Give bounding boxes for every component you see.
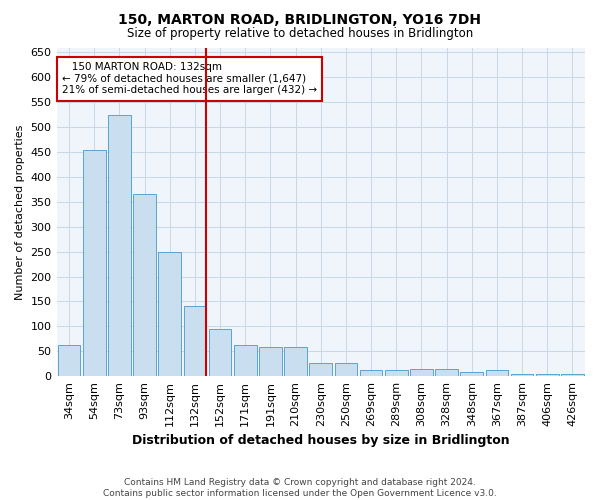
Text: Size of property relative to detached houses in Bridlington: Size of property relative to detached ho…: [127, 28, 473, 40]
Bar: [335, 362, 357, 376]
X-axis label: Distribution of detached houses by size in Bridlington: Distribution of detached houses by size …: [132, 434, 509, 448]
Bar: [133, 194, 156, 376]
Bar: [209, 329, 232, 376]
Bar: [158, 252, 181, 376]
Bar: [310, 362, 332, 376]
Bar: [108, 114, 131, 376]
Bar: [460, 372, 483, 376]
Bar: [259, 348, 282, 376]
Bar: [234, 345, 257, 376]
Bar: [410, 368, 433, 376]
Text: 150 MARTON ROAD: 132sqm
← 79% of detached houses are smaller (1,647)
21% of semi: 150 MARTON ROAD: 132sqm ← 79% of detache…: [62, 62, 317, 96]
Bar: [385, 370, 407, 376]
Bar: [485, 370, 508, 376]
Bar: [83, 150, 106, 376]
Bar: [360, 370, 382, 376]
Y-axis label: Number of detached properties: Number of detached properties: [15, 124, 25, 300]
Text: Contains HM Land Registry data © Crown copyright and database right 2024.
Contai: Contains HM Land Registry data © Crown c…: [103, 478, 497, 498]
Text: 150, MARTON ROAD, BRIDLINGTON, YO16 7DH: 150, MARTON ROAD, BRIDLINGTON, YO16 7DH: [119, 12, 482, 26]
Bar: [561, 374, 584, 376]
Bar: [511, 374, 533, 376]
Bar: [536, 374, 559, 376]
Bar: [435, 368, 458, 376]
Bar: [58, 346, 80, 376]
Bar: [284, 348, 307, 376]
Bar: [184, 306, 206, 376]
